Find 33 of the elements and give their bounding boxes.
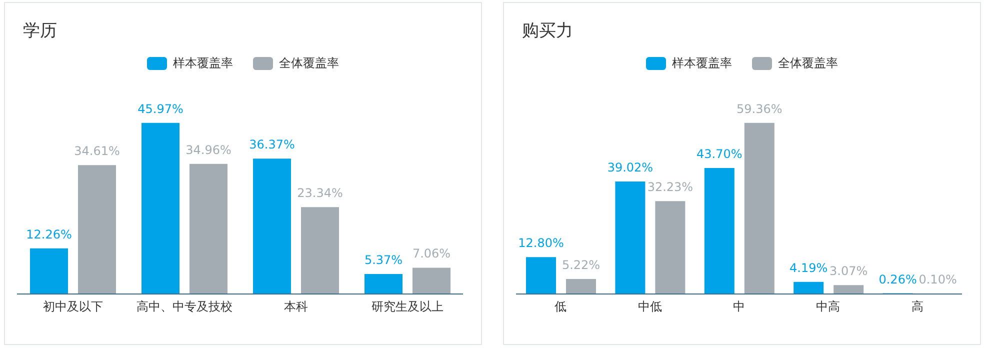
chart-title: 学历 [23,20,57,42]
data-label: 45.97% [138,102,184,116]
x-tick-label: 研究生及以上 [371,300,444,314]
data-label: 32.23% [647,180,694,194]
data-label: 12.80% [518,236,564,250]
data-label: 3.07% [830,264,868,278]
data-label: 23.34% [297,186,343,200]
chart-title: 购买力 [522,20,573,42]
x-tick-label: 高 [911,300,924,314]
legend-label: 样本覆盖率 [173,55,233,72]
x-tick-label: 高中、中专及技校 [136,300,232,314]
data-label: 12.26% [26,227,72,242]
legend-label: 全体覆盖率 [279,55,339,72]
data-label: 5.37% [364,253,403,268]
data-label: 0.10% [918,272,957,287]
x-tick-label: 初中及以下 [42,300,103,314]
data-label: 4.19% [790,260,828,275]
x-tick-label: 低 [554,300,567,314]
data-label: 36.37% [249,138,295,152]
data-label: 59.36% [736,102,782,116]
data-label: 43.70% [696,147,742,162]
data-label: 5.22% [562,258,600,272]
legend-label: 全体覆盖率 [778,55,838,72]
data-label: 0.26% [878,272,917,286]
x-tick-label: 本科 [284,300,308,314]
data-label: 34.61% [74,144,120,158]
legend-label: 样本覆盖率 [672,55,732,72]
x-tick-label: 中低 [638,300,662,314]
x-tick-label: 中高 [816,300,840,314]
data-label: 39.02% [607,160,654,175]
data-label: 34.96% [186,142,232,157]
data-label: 7.06% [412,246,451,261]
x-tick-label: 中 [733,300,745,314]
